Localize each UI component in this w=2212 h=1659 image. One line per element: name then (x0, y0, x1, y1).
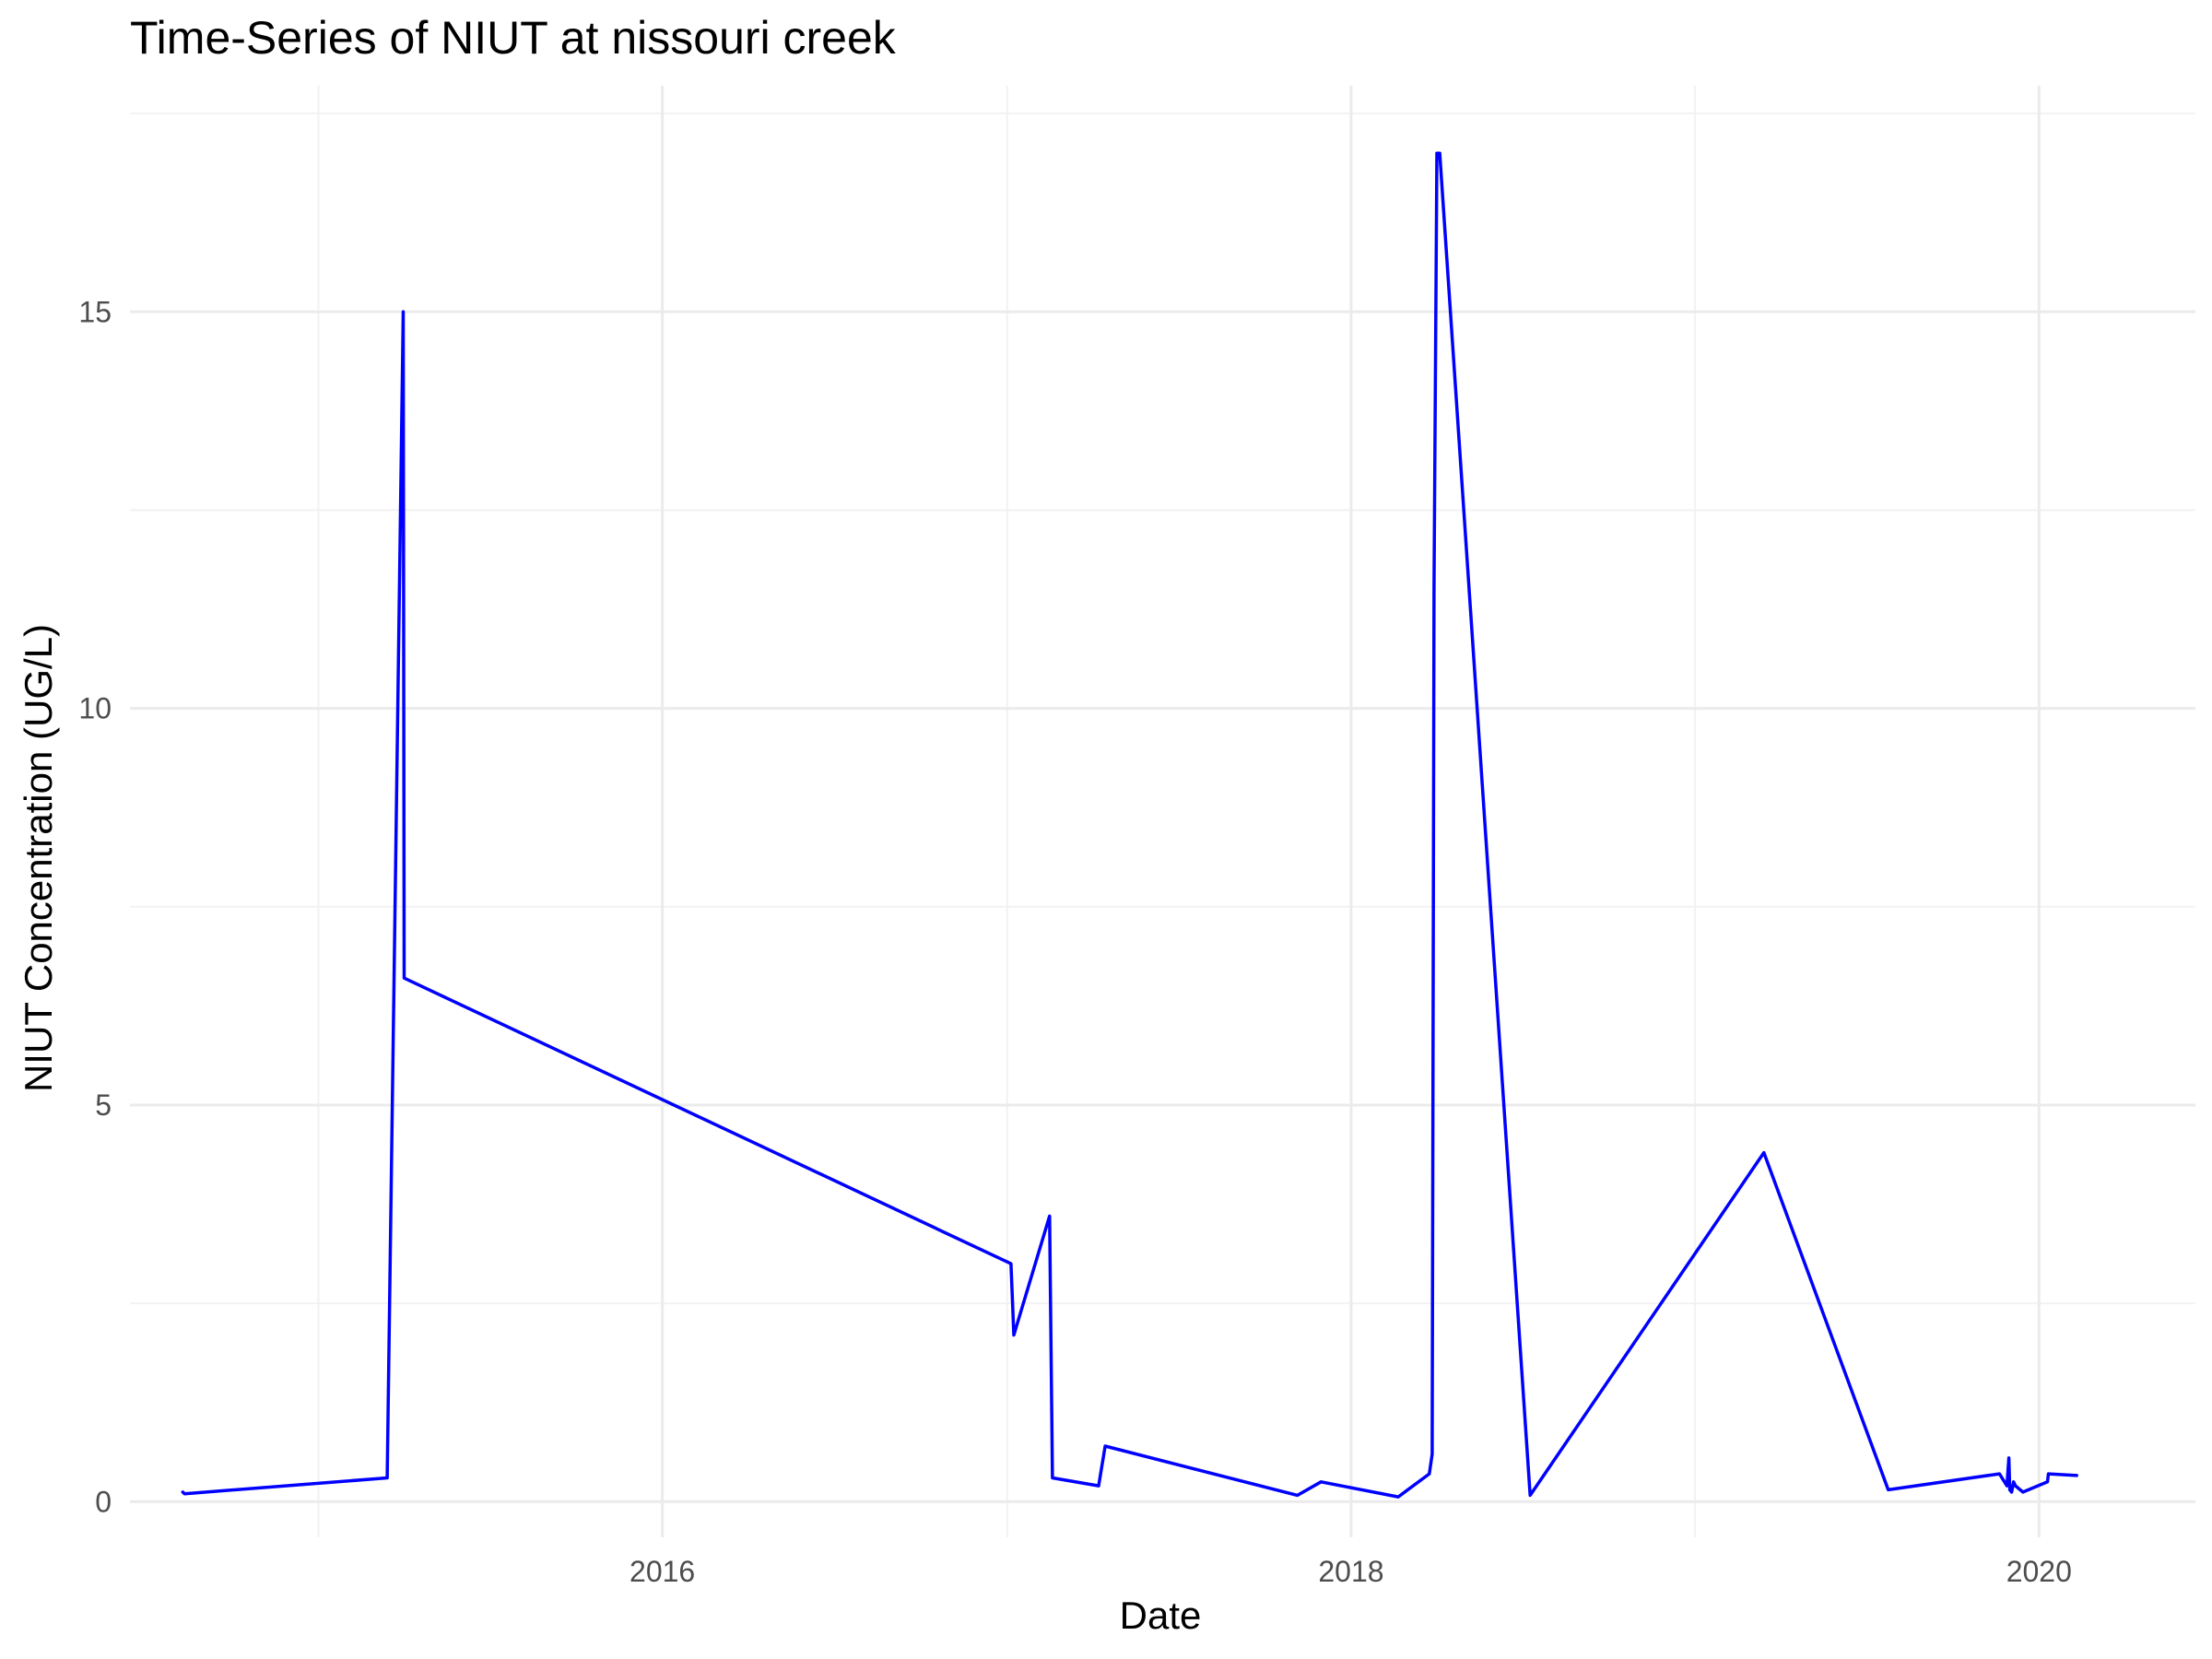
niut-series-line (181, 151, 2078, 1499)
x-axis-label: Date (1120, 1594, 1202, 1637)
tick-labels: 0 5 10 15 2016 2018 2020 (78, 295, 2071, 1588)
chart-title: Time-Series of NIUT at nissouri creek (130, 12, 897, 64)
x-tick-label: 2020 (2006, 1555, 2072, 1588)
series-layer (181, 151, 2078, 1499)
x-tick-label: 2016 (629, 1555, 695, 1588)
y-axis-label: NIUT Concentration (UG/L) (17, 624, 60, 1092)
y-tick-label: 5 (95, 1088, 112, 1122)
y-tick-label: 0 (95, 1485, 112, 1518)
x-tick-label: 2018 (1318, 1555, 1383, 1588)
y-tick-label: 10 (78, 692, 112, 725)
y-tick-label: 15 (78, 295, 112, 328)
grid (130, 86, 2195, 1537)
